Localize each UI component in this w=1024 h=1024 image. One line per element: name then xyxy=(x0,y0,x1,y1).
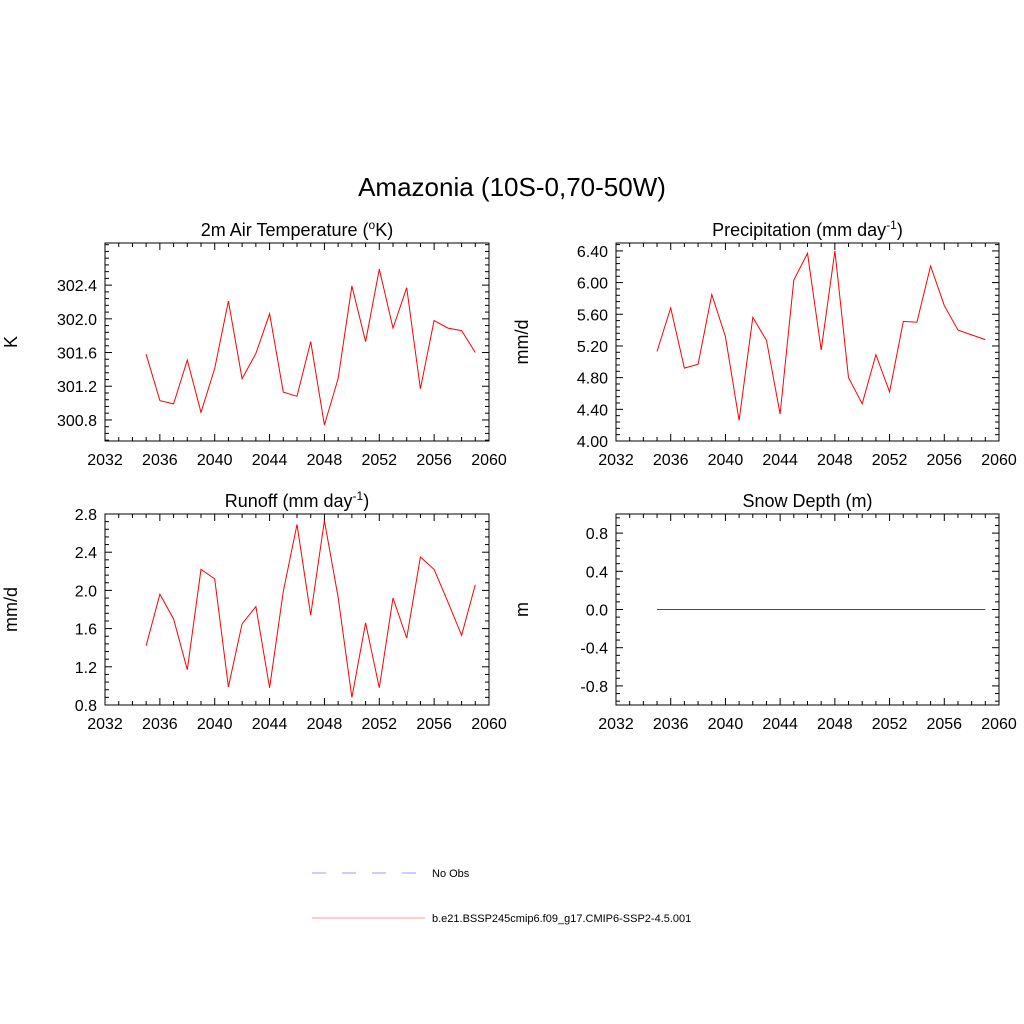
panel-title-main: Precipitation (mm day xyxy=(712,220,886,240)
y-tick-label: 302.0 xyxy=(57,312,97,329)
x-tick-label: 2060 xyxy=(981,716,1017,733)
y-tick-label: 2.0 xyxy=(75,583,97,600)
x-tick-label: 2032 xyxy=(598,452,634,469)
figure-title: Amazonia (10S-0,70-50W) xyxy=(358,172,666,202)
panel-title-sup: -1 xyxy=(886,218,897,232)
x-tick-label: 2056 xyxy=(926,716,962,733)
y-tick-label: 6.00 xyxy=(577,276,608,293)
x-tick-label: 2048 xyxy=(307,716,343,733)
panel-title: Precipitation (mm day-1) xyxy=(712,218,903,240)
x-tick-label: 2060 xyxy=(981,452,1017,469)
x-tick-label: 2060 xyxy=(471,452,507,469)
panel-title-end: K) xyxy=(375,220,393,240)
y-tick-label: 4.80 xyxy=(577,371,608,388)
y-tick-label: 4.00 xyxy=(577,434,608,451)
y-tick-label: 302.4 xyxy=(57,278,97,295)
panel-title: Runoff (mm day-1) xyxy=(225,489,369,511)
x-tick-label: 2036 xyxy=(142,716,178,733)
panel-runoff: 2032 2036 2040 2044 2048 2052 2056 2060 0.8 1.2 1.… xyxy=(1,489,507,733)
panel-title-main: Runoff (mm day xyxy=(225,491,353,511)
series-line xyxy=(656,250,986,421)
panel-title: 2m Air Temperature (oK) xyxy=(201,218,393,240)
panel-precip: 2032 2036 2040 2044 2048 2052 2056 2060 4.00 4.40… xyxy=(512,218,1017,469)
x-tick-label: 2044 xyxy=(252,452,288,469)
y-tick-label: 0.8 xyxy=(75,698,97,715)
series-line xyxy=(145,520,476,698)
x-tick-label: 2032 xyxy=(87,716,123,733)
x-tick-label: 2040 xyxy=(708,452,744,469)
y-tick-label: 5.20 xyxy=(577,339,608,356)
x-tick-label: 2040 xyxy=(197,452,233,469)
y-tick-label: -0.4 xyxy=(580,641,608,658)
x-tick-label: 2032 xyxy=(87,452,123,469)
x-tick-label: 2052 xyxy=(361,716,397,733)
x-tick-label: 2056 xyxy=(926,452,962,469)
legend: No Obs b.e21.BSSP245cmip6.f09_g17.CMIP6-… xyxy=(312,868,691,925)
x-tick-label: 2044 xyxy=(762,452,798,469)
y-tick-label: 6.40 xyxy=(577,244,608,261)
y-tick-label: 0.0 xyxy=(586,603,608,620)
panel-title-end: ) xyxy=(363,491,369,511)
plot-frame xyxy=(104,242,490,442)
y-tick-label: 301.6 xyxy=(57,346,97,363)
y-tick-label: 0.4 xyxy=(586,564,608,581)
x-tick-label: 2052 xyxy=(872,452,908,469)
y-tick-label: -0.8 xyxy=(580,679,608,696)
x-tick-label: 2056 xyxy=(416,452,452,469)
plot-frame xyxy=(615,242,1000,442)
x-tick-label: 2032 xyxy=(598,716,634,733)
x-tick-label: 2048 xyxy=(307,452,343,469)
y-axis-label: mm/d xyxy=(512,320,532,365)
x-tick-label: 2052 xyxy=(872,716,908,733)
y-axis-label: K xyxy=(1,336,21,348)
y-axis-label: m xyxy=(512,602,532,617)
x-tick-label: 2044 xyxy=(252,716,288,733)
y-tick-label: 301.2 xyxy=(57,379,97,396)
y-tick-label: 2.8 xyxy=(75,507,97,524)
x-tick-label: 2036 xyxy=(653,716,689,733)
x-tick-label: 2052 xyxy=(361,452,397,469)
panel-title-end: ) xyxy=(897,220,903,240)
x-tick-label: 2040 xyxy=(708,716,744,733)
panel-title-main: Snow Depth (m) xyxy=(742,491,872,511)
panel-title-main: 2m Air Temperature ( xyxy=(201,220,369,240)
x-tick-label: 2048 xyxy=(817,452,853,469)
x-tick-label: 2060 xyxy=(471,716,507,733)
y-tick-label: 300.8 xyxy=(57,413,97,430)
x-tick-label: 2036 xyxy=(142,452,178,469)
y-tick-label: 5.60 xyxy=(577,307,608,324)
panel-title-sup: o xyxy=(369,218,376,232)
series-line xyxy=(145,268,476,426)
x-tick-label: 2048 xyxy=(817,716,853,733)
plot-frame xyxy=(104,513,490,706)
legend-obs-label: No Obs xyxy=(432,868,470,880)
y-tick-label: 4.40 xyxy=(577,402,608,419)
x-tick-label: 2044 xyxy=(762,716,798,733)
y-tick-label: 0.8 xyxy=(586,526,608,543)
y-axis-label: mm/d xyxy=(1,587,21,632)
panel-title: Snow Depth (m) xyxy=(742,491,872,511)
panel-temp: 2032 2036 2040 2044 2048 2052 2056 2060 300.8 301… xyxy=(1,218,507,469)
legend-model-label: b.e21.BSSP245cmip6.f09_g17.CMIP6-SSP2-4.… xyxy=(432,913,691,925)
x-tick-label: 2056 xyxy=(416,716,452,733)
x-tick-label: 2036 xyxy=(653,452,689,469)
panel-snow: 2032 2036 2040 2044 2048 2052 2056 2060 -0.8 -0.4… xyxy=(512,491,1017,733)
y-tick-label: 1.2 xyxy=(75,660,97,677)
y-tick-label: 1.6 xyxy=(75,622,97,639)
x-tick-label: 2040 xyxy=(197,716,233,733)
panel-title-sup: -1 xyxy=(353,489,364,503)
y-tick-label: 2.4 xyxy=(75,545,97,562)
